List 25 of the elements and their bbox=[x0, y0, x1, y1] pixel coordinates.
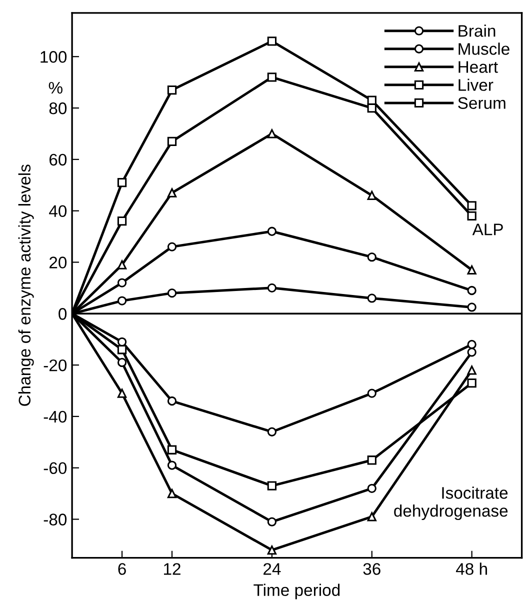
y-tick-label: 40 bbox=[49, 205, 67, 218]
y-tick-label: 100 bbox=[40, 51, 67, 63]
y-tick-label: -20 bbox=[44, 359, 67, 372]
legend-label: Liver bbox=[458, 78, 494, 91]
y-tick-label: -80 bbox=[44, 514, 67, 526]
y-axis-title: Change of enzyme activity levels bbox=[18, 164, 34, 406]
legend-label: Serum bbox=[458, 97, 506, 109]
annotation: Isocitrate dehydrogenase bbox=[394, 486, 508, 520]
y-tick-label: 80 bbox=[49, 102, 67, 114]
x-axis-title: Time period bbox=[254, 584, 340, 600]
x-tick-label: 36 bbox=[363, 563, 380, 575]
x-tick-label: 6 bbox=[118, 563, 126, 575]
x-tick-label: 24 bbox=[264, 563, 281, 575]
y-tick-label: 0 bbox=[58, 308, 67, 320]
y-tick-label: 60 bbox=[50, 154, 67, 166]
x-tick-label: 48 h bbox=[456, 562, 487, 575]
y-tick-label: 20 bbox=[50, 256, 67, 268]
y-tick-label: -40 bbox=[44, 410, 67, 423]
legend-label: Brain bbox=[458, 24, 496, 37]
x-tick-label: 12 bbox=[164, 563, 180, 575]
legend-label: Heart bbox=[458, 61, 498, 73]
y-tick-label: -60 bbox=[44, 462, 67, 474]
legend-label: Muscle bbox=[458, 42, 510, 55]
text: % bbox=[48, 82, 62, 94]
annotation: ALP bbox=[472, 224, 503, 236]
